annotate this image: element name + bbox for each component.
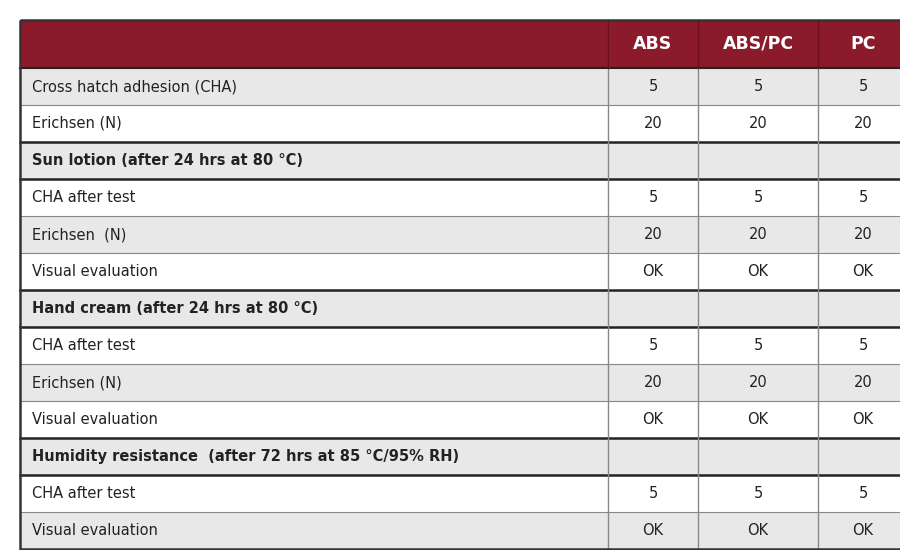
Bar [20, 105, 900, 142]
Text: OK: OK [747, 523, 769, 538]
Bar [20, 327, 900, 364]
Bar [20, 475, 900, 512]
Text: Erichsen (N): Erichsen (N) [32, 116, 122, 131]
Text: OK: OK [747, 412, 769, 427]
Bar [20, 401, 900, 438]
Text: 5: 5 [648, 190, 658, 205]
Text: 5: 5 [753, 486, 762, 501]
Bar [20, 512, 900, 549]
Text: 20: 20 [644, 227, 662, 242]
Text: 20: 20 [853, 116, 872, 131]
Text: 5: 5 [753, 79, 762, 94]
Text: OK: OK [643, 412, 663, 427]
Text: PC: PC [850, 35, 876, 53]
Text: CHA after test: CHA after test [32, 486, 135, 501]
Text: Hand cream (after 24 hrs at 80 °C): Hand cream (after 24 hrs at 80 °C) [32, 301, 318, 316]
Text: OK: OK [643, 264, 663, 279]
Text: OK: OK [852, 412, 874, 427]
Text: 5: 5 [648, 79, 658, 94]
Text: 20: 20 [749, 375, 768, 390]
Text: 5: 5 [753, 190, 762, 205]
Text: 5: 5 [859, 486, 868, 501]
Text: Visual evaluation: Visual evaluation [32, 264, 157, 279]
Text: CHA after test: CHA after test [32, 338, 135, 353]
Text: OK: OK [852, 523, 874, 538]
Text: CHA after test: CHA after test [32, 190, 135, 205]
Text: Visual evaluation: Visual evaluation [32, 523, 157, 538]
Text: Sun lotion (after 24 hrs at 80 °C): Sun lotion (after 24 hrs at 80 °C) [32, 153, 303, 168]
Bar [20, 438, 900, 475]
Text: 5: 5 [859, 338, 868, 353]
Text: 20: 20 [644, 116, 662, 131]
Text: ABS: ABS [634, 35, 672, 53]
Bar [20, 364, 900, 401]
Bar [20, 216, 900, 253]
Text: OK: OK [643, 523, 663, 538]
Text: Humidity resistance  (after 72 hrs at 85 °C/95% RH): Humidity resistance (after 72 hrs at 85 … [32, 449, 459, 464]
Text: 20: 20 [749, 116, 768, 131]
Text: 5: 5 [753, 338, 762, 353]
Text: Visual evaluation: Visual evaluation [32, 412, 157, 427]
Text: 20: 20 [644, 375, 662, 390]
Text: 5: 5 [648, 338, 658, 353]
Bar [20, 179, 900, 216]
Text: Erichsen (N): Erichsen (N) [32, 375, 122, 390]
Text: OK: OK [747, 264, 769, 279]
Text: OK: OK [852, 264, 874, 279]
Text: ABS/PC: ABS/PC [723, 35, 794, 53]
Text: 5: 5 [859, 79, 868, 94]
Text: 20: 20 [749, 227, 768, 242]
Bar [20, 253, 900, 290]
Bar [20, 20, 900, 68]
Text: 20: 20 [853, 227, 872, 242]
Text: 5: 5 [648, 486, 658, 501]
Text: 20: 20 [853, 375, 872, 390]
Text: 5: 5 [859, 190, 868, 205]
Bar [20, 142, 900, 179]
Text: Cross hatch adhesion (CHA): Cross hatch adhesion (CHA) [32, 79, 237, 94]
Bar [20, 68, 900, 105]
Text: Erichsen  (N): Erichsen (N) [32, 227, 126, 242]
Bar [20, 290, 900, 327]
